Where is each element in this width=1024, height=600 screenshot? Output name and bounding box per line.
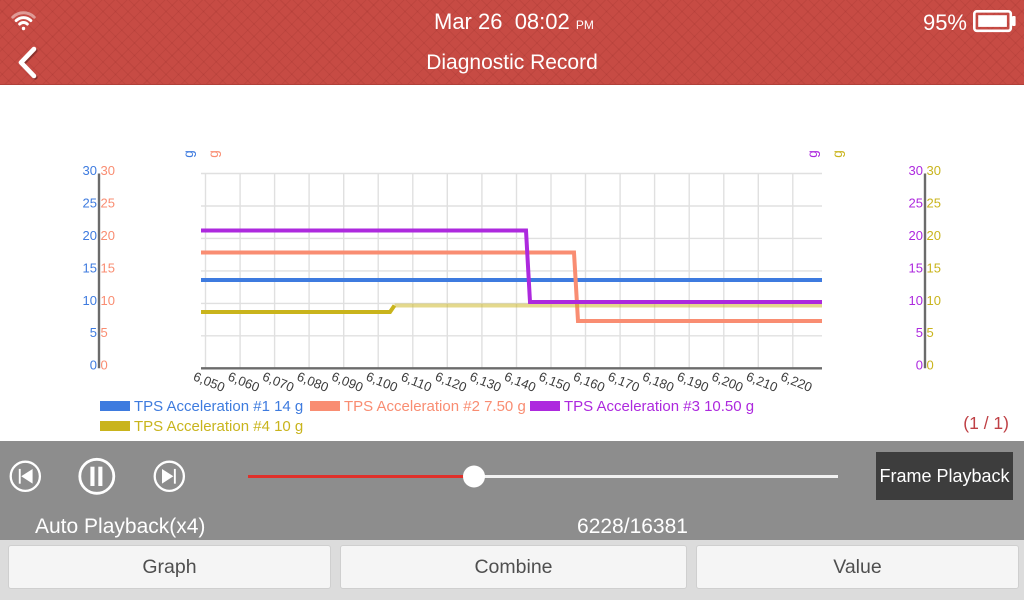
svg-text:15: 15 <box>101 260 115 275</box>
svg-text:15: 15 <box>909 260 923 275</box>
svg-text:5: 5 <box>927 325 934 340</box>
svg-text:6,110: 6,110 <box>399 369 434 395</box>
svg-text:TPS Acceleration #3 10.50 g: TPS Acceleration #3 10.50 g <box>564 398 754 415</box>
svg-text:20: 20 <box>83 228 97 243</box>
svg-text:6,220: 6,220 <box>779 369 815 395</box>
svg-text:TPS Acceleration #2 7.50 g: TPS Acceleration #2 7.50 g <box>344 398 526 415</box>
svg-text:g: g <box>805 150 820 158</box>
svg-text:25: 25 <box>927 195 941 210</box>
svg-text:5: 5 <box>101 325 108 340</box>
svg-text:g: g <box>206 150 221 158</box>
svg-text:g: g <box>830 150 845 158</box>
svg-text:6,170: 6,170 <box>606 369 642 395</box>
svg-text:20: 20 <box>927 228 941 243</box>
svg-text:10: 10 <box>101 293 115 308</box>
svg-text:0: 0 <box>101 358 108 373</box>
svg-text:30: 30 <box>83 163 97 178</box>
svg-text:6,080: 6,080 <box>295 369 331 395</box>
svg-text:0: 0 <box>90 358 97 373</box>
svg-text:6,070: 6,070 <box>260 369 296 395</box>
svg-text:TPS Acceleration #4 10 g: TPS Acceleration #4 10 g <box>134 418 303 435</box>
svg-text:30: 30 <box>909 163 923 178</box>
svg-text:20: 20 <box>101 228 115 243</box>
svg-text:25: 25 <box>909 195 923 210</box>
svg-text:6,130: 6,130 <box>468 369 504 395</box>
svg-text:15: 15 <box>83 260 97 275</box>
svg-text:0: 0 <box>916 358 923 373</box>
svg-text:6,090: 6,090 <box>329 369 365 395</box>
svg-text:25: 25 <box>101 195 115 210</box>
svg-text:0: 0 <box>927 358 934 373</box>
svg-text:6,150: 6,150 <box>537 369 573 395</box>
svg-text:(1 / 1): (1 / 1) <box>963 413 1009 433</box>
svg-text:10: 10 <box>927 293 941 308</box>
svg-text:6,120: 6,120 <box>433 369 469 395</box>
svg-text:15: 15 <box>927 260 941 275</box>
svg-text:6,140: 6,140 <box>502 369 538 395</box>
svg-text:30: 30 <box>101 163 115 178</box>
svg-text:6,180: 6,180 <box>640 369 676 395</box>
svg-text:5: 5 <box>90 325 97 340</box>
svg-text:5: 5 <box>916 325 923 340</box>
svg-text:20: 20 <box>909 228 923 243</box>
svg-text:25: 25 <box>83 195 97 210</box>
svg-text:6,060: 6,060 <box>226 369 262 395</box>
svg-text:6,210: 6,210 <box>744 369 780 395</box>
svg-text:TPS Acceleration #1 14 g: TPS Acceleration #1 14 g <box>134 398 303 415</box>
svg-text:6,200: 6,200 <box>710 369 746 395</box>
svg-text:6,160: 6,160 <box>571 369 607 395</box>
svg-text:30: 30 <box>927 163 941 178</box>
svg-text:10: 10 <box>909 293 923 308</box>
svg-text:6,050: 6,050 <box>191 369 227 395</box>
svg-text:g: g <box>181 150 196 158</box>
svg-text:10: 10 <box>83 293 97 308</box>
svg-text:6,190: 6,190 <box>675 369 711 395</box>
svg-text:6,100: 6,100 <box>364 369 400 395</box>
